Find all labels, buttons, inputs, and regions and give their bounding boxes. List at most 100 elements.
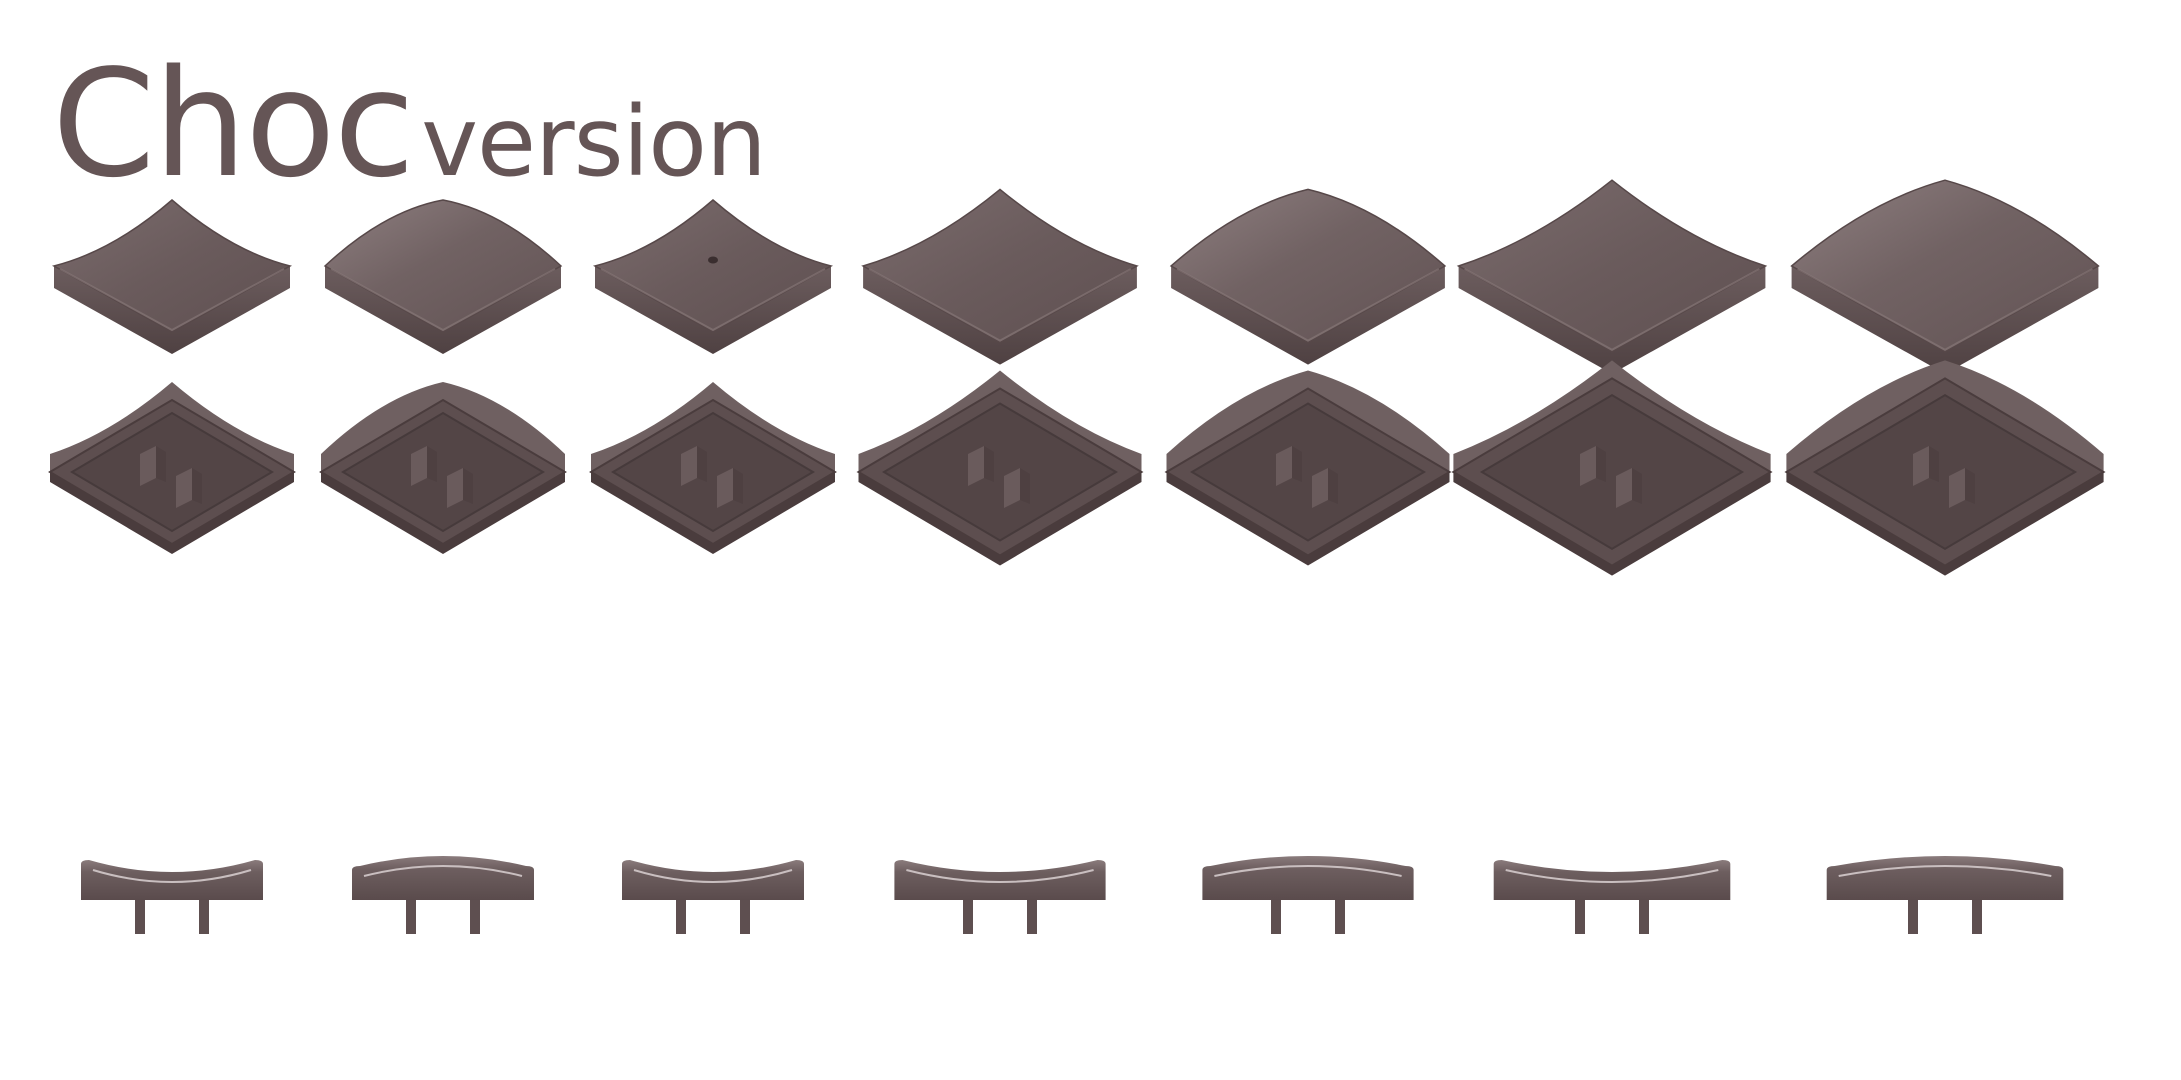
homing-dot (708, 256, 718, 264)
stem-shadow-1 (984, 446, 994, 482)
keycap-top-surface (1169, 188, 1447, 344)
keycap-profile-body (1202, 856, 1414, 900)
profile-stem-1 (1908, 900, 1918, 934)
stem-1 (1580, 446, 1596, 486)
stem-1 (1913, 446, 1929, 486)
keycap-profile-body (894, 860, 1106, 900)
keycap-side-wall (595, 266, 831, 354)
keycap-edge-highlight (1464, 268, 1760, 351)
keycap-profile-edge-line (633, 869, 793, 883)
stem-shadow-1 (427, 446, 437, 482)
profile-stem-2 (1639, 900, 1649, 934)
keycap-side-1u-concave (81, 860, 263, 934)
keycap-side-wall (1171, 266, 1445, 365)
profile-stem-1 (135, 900, 145, 934)
stem-2 (1004, 468, 1020, 508)
keycap-top-1u-concave-homing (592, 199, 834, 354)
keycap-side-1.5u-convex (1826, 856, 2064, 934)
stem-shadow-2 (463, 468, 473, 504)
keycap-top-surface (861, 188, 1139, 344)
keycap-side-wall (863, 266, 1137, 365)
title-word-version: version (421, 86, 767, 198)
stem-1 (1276, 446, 1292, 486)
stem-shadow-1 (1292, 446, 1302, 482)
stem-1 (968, 446, 984, 486)
keycap-side-wall (325, 266, 561, 354)
stem-shadow-2 (733, 468, 743, 504)
keycap-top-1.5u-convex (1790, 179, 2100, 374)
keycap-recess (1190, 402, 1426, 542)
keycap-profile-body (1826, 856, 2064, 900)
top-view-row (51, 179, 2100, 374)
keycap-profile-edge-line (363, 865, 523, 877)
stem-2 (1312, 468, 1328, 508)
keycap-edge-highlight (330, 268, 556, 332)
profile-stem-2 (1027, 900, 1037, 934)
keycap-top-1.25u-concave (861, 188, 1139, 365)
keycap-top-1.5u-concave (1456, 179, 1768, 374)
keycap-recess (341, 411, 545, 533)
keycap-edge-highlight (1797, 268, 2093, 351)
keycap-profile-edge-line (92, 869, 252, 883)
keycap-profile-edge-line (1838, 865, 2052, 877)
stem-shadow-1 (156, 446, 166, 482)
keycap-profile-edge-line (1214, 865, 1402, 877)
keycap-profile-body (1493, 860, 1731, 900)
stem-shadow-2 (1020, 468, 1030, 504)
keycap-side-1u-concave-homing (622, 860, 804, 934)
bottom-view-row (48, 360, 2106, 576)
keycap-profile-edge-line (1505, 869, 1719, 883)
stem-1 (681, 446, 697, 486)
stem-2 (1949, 468, 1965, 508)
keycap-top-1.25u-convex (1169, 188, 1447, 365)
keycap-side-1.25u-concave (894, 860, 1106, 934)
keycap-edge-highlight (868, 268, 1132, 342)
keycap-profile-body (622, 860, 804, 900)
keycap-top-surface (592, 199, 834, 333)
keycap-bottom-1.5u-concave (1451, 360, 1773, 576)
keycap-bottom-1.5u-convex (1784, 360, 2106, 576)
keycap-bottom-1u-concave (48, 382, 296, 554)
profile-stem-2 (1335, 900, 1345, 934)
stem-shadow-2 (1328, 468, 1338, 504)
stem-2 (447, 468, 463, 508)
keycap-recess (70, 411, 274, 533)
keycap-profile-body (352, 856, 534, 900)
keycap-bottom-1u-convex (319, 382, 567, 554)
stem-2 (176, 468, 192, 508)
keycap-edge-highlight (600, 268, 826, 332)
side-profile-row (81, 856, 2064, 934)
keycap-recess (1479, 394, 1745, 550)
keycap-top-surface (51, 199, 293, 333)
stem-shadow-1 (697, 446, 707, 482)
keycap-top-surface (1790, 179, 2100, 353)
keycap-edge-highlight (59, 268, 285, 332)
stem-shadow-2 (1965, 468, 1975, 504)
title-word-choc: Choc (52, 38, 415, 210)
stem-shadow-2 (1632, 468, 1642, 504)
profile-stem-1 (676, 900, 686, 934)
keycap-edge-highlight (1176, 268, 1440, 342)
keycap-side-1.25u-convex (1202, 856, 1414, 934)
keycap-top-1u-concave (51, 199, 293, 354)
stem-shadow-1 (1929, 446, 1939, 482)
page-title: Choc version (52, 50, 767, 198)
profile-stem-1 (963, 900, 973, 934)
keycap-bottom-1.25u-concave (856, 370, 1144, 566)
profile-stem-1 (406, 900, 416, 934)
profile-stem-2 (1972, 900, 1982, 934)
keycap-top-1u-convex (323, 199, 563, 354)
stem-1 (140, 446, 156, 486)
keycap-bottom-1.25u-convex (1164, 370, 1452, 566)
profile-stem-2 (740, 900, 750, 934)
profile-stem-1 (1271, 900, 1281, 934)
stem-2 (717, 468, 733, 508)
keycap-bottom-1u-concave-homing (589, 382, 837, 554)
keycap-top-surface (323, 199, 563, 333)
keycap-profile-edge-line (906, 869, 1094, 883)
stem-shadow-2 (192, 468, 202, 504)
keycap-recess (882, 402, 1118, 542)
profile-stem-2 (470, 900, 480, 934)
stem-shadow-1 (1596, 446, 1606, 482)
